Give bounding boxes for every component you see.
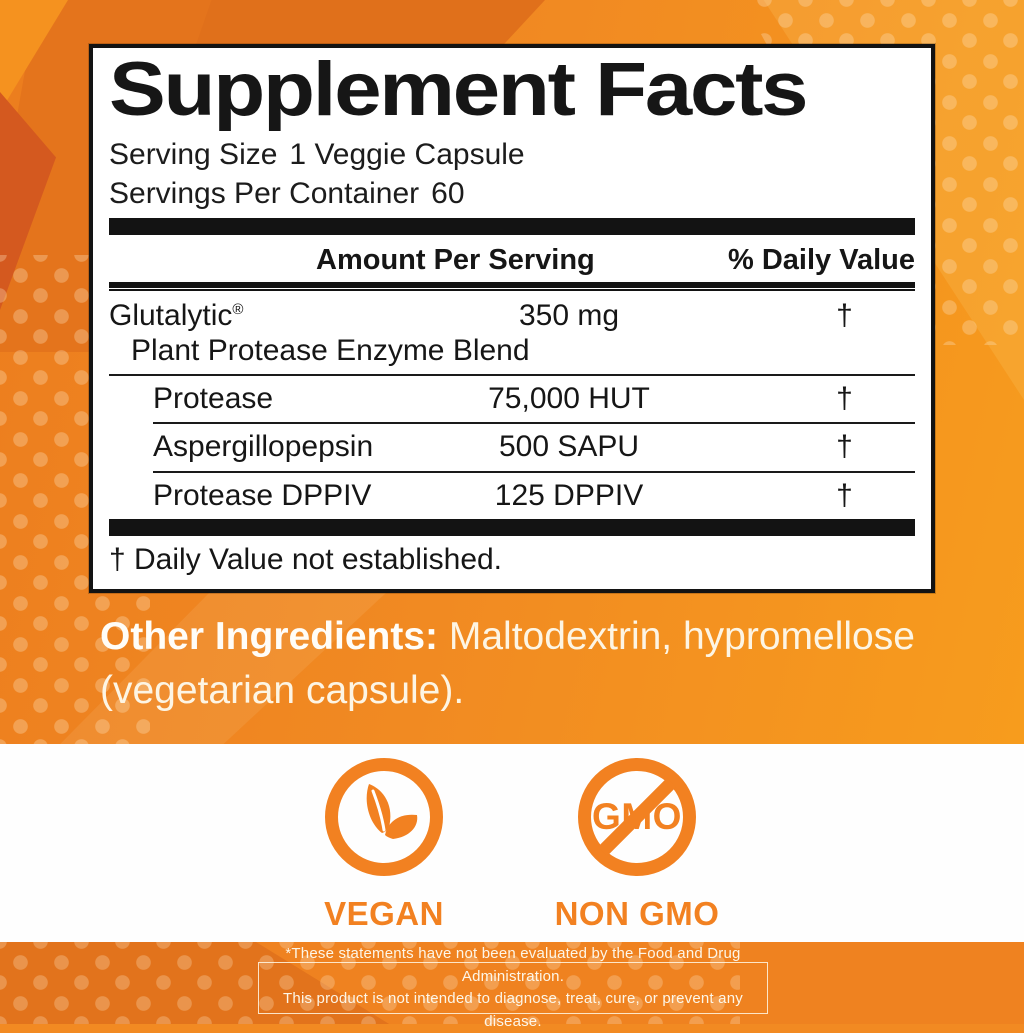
other-ingredients-label: Other Ingredients: [100,615,439,658]
divider-thin-indented [153,471,915,474]
serving-size-value: 1 Veggie Capsule [289,137,525,171]
panel-title: Supplement Facts [109,47,809,132]
divider-thick [109,217,915,235]
ingredient-daily-value: † [836,381,853,415]
divider-thin-indented [153,422,915,425]
dot-pattern [0,942,740,1024]
ingredient-amount: 125 DPPIV [494,479,644,513]
vegan-leaf-icon [325,758,443,876]
no-gmo-icon: GMO [578,758,696,876]
table-row: Protease 75,000 HUT † [109,382,915,417]
table-header-row: Amount Per Serving % Daily Value [109,244,915,278]
table-row-line1: Glutalytic® 350 mg † [109,299,915,334]
ingredient-subname: Plant Protease Enzyme Blend [131,333,530,367]
disclaimer-line-2: This product is not intended to diagnose… [283,990,743,1030]
servings-per-container-line: Servings Per Container 60 [109,174,915,213]
ingredient-amount: 75,000 HUT [488,381,650,415]
registered-mark: ® [232,300,244,318]
divider-double [109,281,915,291]
column-header-daily-value: % Daily Value [728,243,915,276]
servings-per-container-label: Servings Per Container [109,176,420,210]
supplement-facts-panel: Supplement Facts Serving Size 1 Veggie Ca… [89,44,935,593]
ingredient-daily-value: † [836,430,853,464]
daily-value-footnote: † Daily Value not established. [109,542,503,576]
table-row: Protease DPPIV 125 DPPIV † [109,479,915,514]
other-ingredients-text: Maltodextrin, hypromellose (vegetarian c… [100,615,915,712]
fda-disclaimer-box: *These statements have not been evaluate… [258,945,768,1030]
divider-thin [109,373,915,376]
non-gmo-badge: GMO NON GMO [547,758,727,933]
background-bottom-orange [0,942,1024,1024]
ingredient-amount: 350 mg [518,298,620,332]
ingredient-name: Protease [153,381,274,415]
ingredient-daily-value: † [836,298,853,332]
leaf-icon [366,784,418,839]
ingredient-name: Aspergillopepsin [153,430,374,464]
table-row: Aspergillopepsin 500 SAPU † [109,430,915,465]
non-gmo-label: NON GMO [554,895,720,932]
divider-thick [109,518,915,536]
servings-per-container-value: 60 [431,176,465,210]
other-ingredients: Other Ingredients: Maltodextrin, hyprome… [100,610,1005,718]
ingredient-name: Glutalytic® [109,298,244,332]
vegan-badge: VEGAN [294,758,474,933]
column-header-amount: Amount Per Serving [316,243,595,276]
table-row: Glutalytic® 350 mg † Plant Protease Enzy… [109,299,915,369]
ingredient-daily-value: † [836,479,853,513]
ingredient-amount: 500 SAPU [498,430,640,464]
ingredient-name: Protease DPPIV [153,479,372,513]
serving-size-line: Serving Size 1 Veggie Capsule [109,135,915,174]
background-white-band [0,744,1024,942]
serving-size-label: Serving Size [109,137,278,171]
vegan-label: VEGAN [324,895,444,932]
disclaimer-line-1: *These statements have not been evaluate… [285,945,741,985]
